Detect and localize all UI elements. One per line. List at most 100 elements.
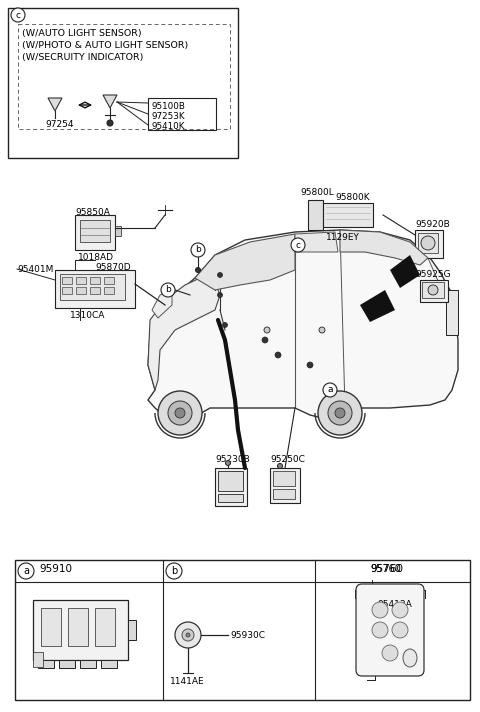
Circle shape <box>107 120 113 126</box>
Circle shape <box>168 401 192 425</box>
Text: a: a <box>327 385 333 394</box>
Text: a: a <box>23 566 29 576</box>
Polygon shape <box>360 290 395 322</box>
Circle shape <box>277 464 283 468</box>
Circle shape <box>428 285 438 295</box>
Bar <box>18 24 230 129</box>
Circle shape <box>392 602 408 618</box>
Text: 95410K: 95410K <box>151 122 184 131</box>
Text: 95925G: 95925G <box>415 270 451 279</box>
Circle shape <box>182 629 194 641</box>
Circle shape <box>175 408 185 418</box>
Text: c: c <box>15 11 21 19</box>
Bar <box>33 600 128 660</box>
Polygon shape <box>195 234 295 290</box>
Circle shape <box>319 327 325 333</box>
Text: (W/PHOTO & AUTO LIGHT SENSOR): (W/PHOTO & AUTO LIGHT SENSOR) <box>22 41 188 50</box>
Bar <box>41 608 61 646</box>
Text: 95800L: 95800L <box>300 188 334 197</box>
Bar <box>76 287 86 294</box>
Circle shape <box>372 622 388 638</box>
Polygon shape <box>148 278 220 390</box>
Bar <box>90 287 100 294</box>
Text: 1141AE: 1141AE <box>170 677 204 686</box>
Bar <box>115 226 121 236</box>
Ellipse shape <box>403 649 417 667</box>
Bar <box>90 277 100 284</box>
Bar <box>62 287 72 294</box>
Text: 95930C: 95930C <box>230 631 265 640</box>
Bar <box>60 274 125 300</box>
Circle shape <box>217 293 223 298</box>
Text: b: b <box>195 246 201 254</box>
Bar <box>75 215 115 250</box>
Bar <box>128 620 136 640</box>
Circle shape <box>195 268 201 273</box>
Bar <box>273 471 295 486</box>
Bar <box>38 660 54 668</box>
Text: 95413A: 95413A <box>377 600 412 609</box>
Text: 95760: 95760 <box>370 564 401 574</box>
Circle shape <box>392 622 408 638</box>
Bar <box>95 608 115 646</box>
Bar <box>80 220 110 242</box>
Circle shape <box>175 622 201 648</box>
Text: 95250C: 95250C <box>270 455 305 464</box>
Text: 95800K: 95800K <box>335 193 370 202</box>
Circle shape <box>223 323 228 328</box>
Circle shape <box>275 352 281 358</box>
Circle shape <box>191 243 205 257</box>
Bar <box>104 277 114 284</box>
Text: 1129EY: 1129EY <box>326 233 360 242</box>
Text: 95760: 95760 <box>370 564 403 574</box>
Bar <box>273 489 295 499</box>
Bar <box>76 277 86 284</box>
Circle shape <box>318 391 362 435</box>
Circle shape <box>158 391 202 435</box>
Polygon shape <box>152 290 172 318</box>
Text: 1018AD: 1018AD <box>78 253 114 262</box>
FancyBboxPatch shape <box>356 584 424 676</box>
Bar <box>80 660 96 668</box>
Bar <box>15 560 470 700</box>
Bar <box>415 230 443 258</box>
Circle shape <box>335 408 345 418</box>
Bar <box>101 660 117 668</box>
Bar <box>148 98 216 130</box>
Circle shape <box>323 383 337 397</box>
Circle shape <box>166 563 182 579</box>
Circle shape <box>186 633 190 637</box>
Text: 1310CA: 1310CA <box>70 311 106 320</box>
Bar <box>446 290 458 335</box>
Polygon shape <box>390 255 420 288</box>
Circle shape <box>307 362 313 368</box>
Polygon shape <box>103 95 117 108</box>
Polygon shape <box>48 98 62 111</box>
Bar <box>68 608 88 646</box>
Circle shape <box>18 563 34 579</box>
Bar <box>55 270 135 308</box>
Bar <box>270 468 300 503</box>
Text: 95230B: 95230B <box>215 455 250 464</box>
Bar <box>215 468 247 506</box>
Bar <box>62 277 72 284</box>
Circle shape <box>217 273 223 278</box>
Circle shape <box>382 645 398 661</box>
Text: 95870D: 95870D <box>95 263 131 272</box>
Text: (W/AUTO LIGHT SENSOR): (W/AUTO LIGHT SENSOR) <box>22 29 142 38</box>
Text: c: c <box>296 241 300 249</box>
Bar <box>323 203 373 227</box>
Circle shape <box>161 283 175 297</box>
Bar <box>33 652 43 667</box>
Text: 97254: 97254 <box>45 120 73 129</box>
Circle shape <box>421 236 435 250</box>
Polygon shape <box>295 232 338 252</box>
Text: 95401M: 95401M <box>17 265 53 274</box>
Circle shape <box>328 401 352 425</box>
Text: 95850A: 95850A <box>75 208 110 217</box>
Circle shape <box>226 461 230 466</box>
Text: b: b <box>171 566 177 576</box>
Text: 95920B: 95920B <box>415 220 450 229</box>
Bar <box>59 660 75 668</box>
Polygon shape <box>340 230 428 265</box>
